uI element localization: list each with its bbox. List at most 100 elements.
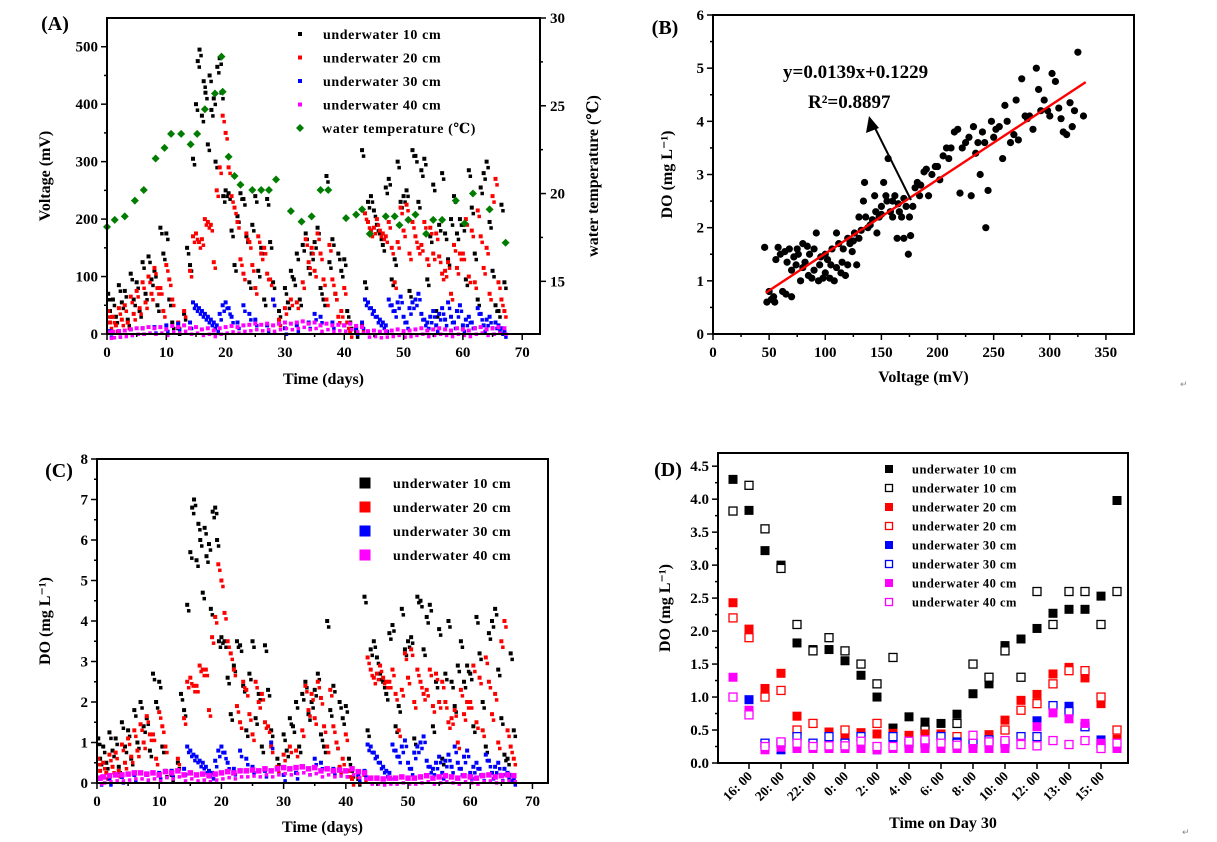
- data-point: [289, 773, 294, 777]
- data-point: [413, 327, 418, 332]
- data-point: [235, 219, 240, 224]
- data-point: [323, 730, 328, 735]
- data-point: [454, 231, 459, 236]
- data-point: [370, 312, 375, 316]
- data-point: [209, 107, 214, 112]
- data-point: [883, 197, 891, 205]
- data-point: [341, 315, 345, 319]
- data-point: [458, 687, 463, 692]
- data-point: [110, 297, 115, 302]
- data-point: [468, 280, 473, 285]
- temperature-point: [286, 207, 295, 216]
- data-point: [214, 323, 219, 328]
- data-point: [270, 750, 275, 755]
- data-point: [415, 160, 419, 164]
- legend-label: underwater 40 cm: [323, 99, 441, 114]
- data-point: [140, 260, 145, 265]
- data-point: [510, 750, 514, 755]
- data-point: [269, 740, 274, 745]
- data-point: [294, 700, 299, 704]
- data-point: [143, 291, 148, 296]
- data-point: [410, 773, 415, 777]
- data-point: [462, 333, 467, 338]
- x-tick-label: 0: 00: [821, 768, 852, 799]
- data-point: [442, 772, 449, 779]
- data-point: [124, 767, 129, 771]
- data-point: [234, 269, 238, 273]
- data-point: [467, 774, 473, 780]
- data-point: [349, 766, 355, 772]
- data-point: [917, 181, 925, 189]
- data-point: [221, 194, 226, 199]
- data-point: [824, 633, 834, 643]
- data-point: [801, 258, 809, 266]
- data-point: [234, 704, 239, 709]
- data-point: [208, 714, 213, 718]
- data-point: [190, 505, 195, 510]
- data-point: [1003, 117, 1011, 125]
- data-point: [511, 776, 516, 781]
- data-point: [365, 199, 370, 204]
- data-point: [471, 764, 476, 769]
- data-point: [277, 762, 281, 767]
- data-point: [177, 327, 182, 332]
- data-point: [368, 744, 373, 749]
- data-point: [282, 320, 287, 325]
- data-point: [183, 329, 188, 334]
- data-point: [355, 330, 360, 334]
- data-point: [374, 655, 379, 660]
- data-point: [188, 675, 193, 680]
- data-point: [241, 303, 246, 308]
- data-point: [872, 692, 882, 702]
- data-point: [247, 280, 252, 285]
- legend-marker: [884, 521, 894, 531]
- data-point: [462, 229, 467, 233]
- data-point: [449, 764, 454, 769]
- data-point: [332, 283, 336, 288]
- data-point: [423, 772, 430, 779]
- data-point: [300, 319, 305, 324]
- data-point: [407, 306, 412, 311]
- data-point: [805, 250, 814, 258]
- data-point: [268, 240, 273, 245]
- legend-marker: [359, 549, 371, 561]
- data-point: [326, 750, 331, 755]
- data-point: [968, 730, 978, 740]
- data-point: [311, 257, 315, 262]
- temperature-point: [167, 129, 176, 138]
- legend-marker: [885, 465, 893, 473]
- data-point: [416, 245, 421, 250]
- data-point: [888, 731, 898, 742]
- data-point: [432, 333, 437, 338]
- data-point: [338, 257, 342, 262]
- data-point: [513, 734, 518, 739]
- data-point: [119, 317, 124, 322]
- data-point: [962, 139, 970, 147]
- data-point: [1016, 739, 1026, 750]
- data-point: [438, 633, 443, 637]
- data-point: [783, 258, 791, 266]
- data-point: [129, 756, 134, 761]
- data-point: [318, 251, 323, 256]
- data-point: [435, 315, 440, 319]
- data-point: [170, 320, 175, 325]
- data-point: [484, 245, 489, 250]
- data-point: [1016, 634, 1026, 644]
- data-point: [96, 756, 101, 761]
- data-point: [202, 673, 207, 678]
- data-point: [107, 730, 112, 735]
- data-point: [309, 700, 314, 704]
- legend-marker: [885, 503, 893, 511]
- data-point: [193, 503, 198, 508]
- data-point: [351, 783, 356, 787]
- data-point: [452, 708, 457, 713]
- data-point: [326, 327, 330, 332]
- data-point: [469, 706, 474, 710]
- data-point: [332, 243, 336, 247]
- data-point: [208, 317, 213, 322]
- data-point: [221, 584, 225, 589]
- data-point: [1048, 708, 1058, 718]
- data-point: [392, 257, 397, 262]
- data-point: [823, 255, 832, 264]
- data-point: [466, 669, 471, 674]
